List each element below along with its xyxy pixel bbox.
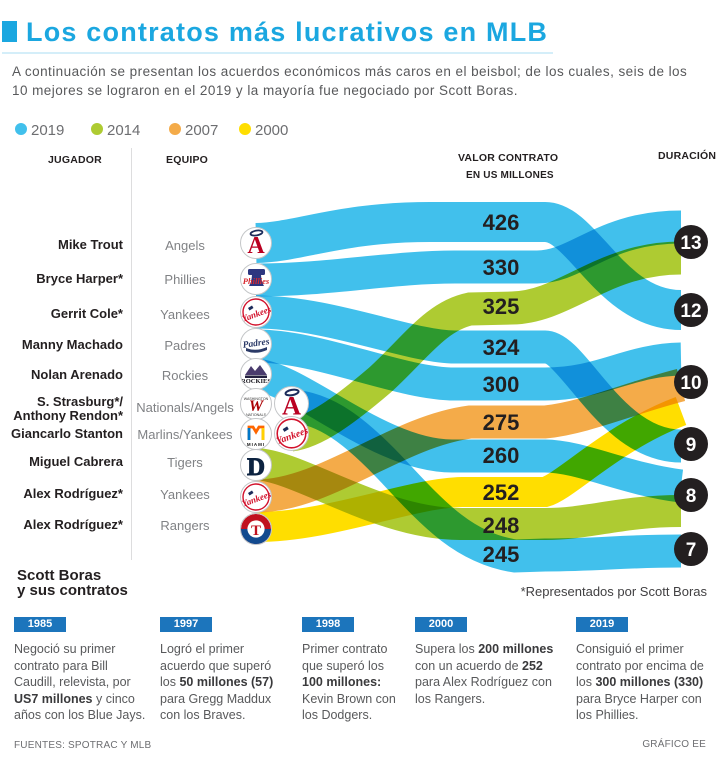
svg-text:245: 245	[483, 542, 520, 567]
svg-text:300: 300	[483, 372, 520, 397]
svg-text:426: 426	[483, 210, 520, 235]
svg-text:10: 10	[680, 373, 701, 394]
svg-text:MIAMI: MIAMI	[247, 442, 265, 447]
svg-text:325: 325	[483, 294, 520, 319]
svg-text:8: 8	[686, 486, 697, 507]
svg-text:252: 252	[483, 480, 520, 505]
svg-text:248: 248	[483, 513, 520, 538]
svg-text:13: 13	[680, 233, 701, 254]
svg-text:ROCKIES: ROCKIES	[241, 378, 271, 385]
svg-text:Phillies: Phillies	[243, 276, 270, 286]
svg-text:7: 7	[686, 540, 697, 561]
svg-text:Padres: Padres	[242, 337, 270, 351]
svg-text:260: 260	[483, 443, 520, 468]
svg-text:324: 324	[483, 335, 520, 360]
svg-text:12: 12	[680, 301, 701, 322]
svg-text:WASHINGTON: WASHINGTON	[244, 397, 269, 401]
svg-text:330: 330	[483, 255, 520, 280]
svg-text:A: A	[247, 233, 265, 258]
svg-text:W: W	[249, 398, 265, 415]
svg-text:NATIONALS: NATIONALS	[246, 413, 267, 417]
svg-text:Yankees: Yankees	[275, 425, 308, 447]
svg-text:9: 9	[686, 435, 697, 456]
svg-text:275: 275	[483, 410, 520, 435]
svg-text:D: D	[247, 454, 265, 480]
svg-text:A: A	[282, 391, 301, 421]
svg-text:T: T	[251, 523, 261, 539]
